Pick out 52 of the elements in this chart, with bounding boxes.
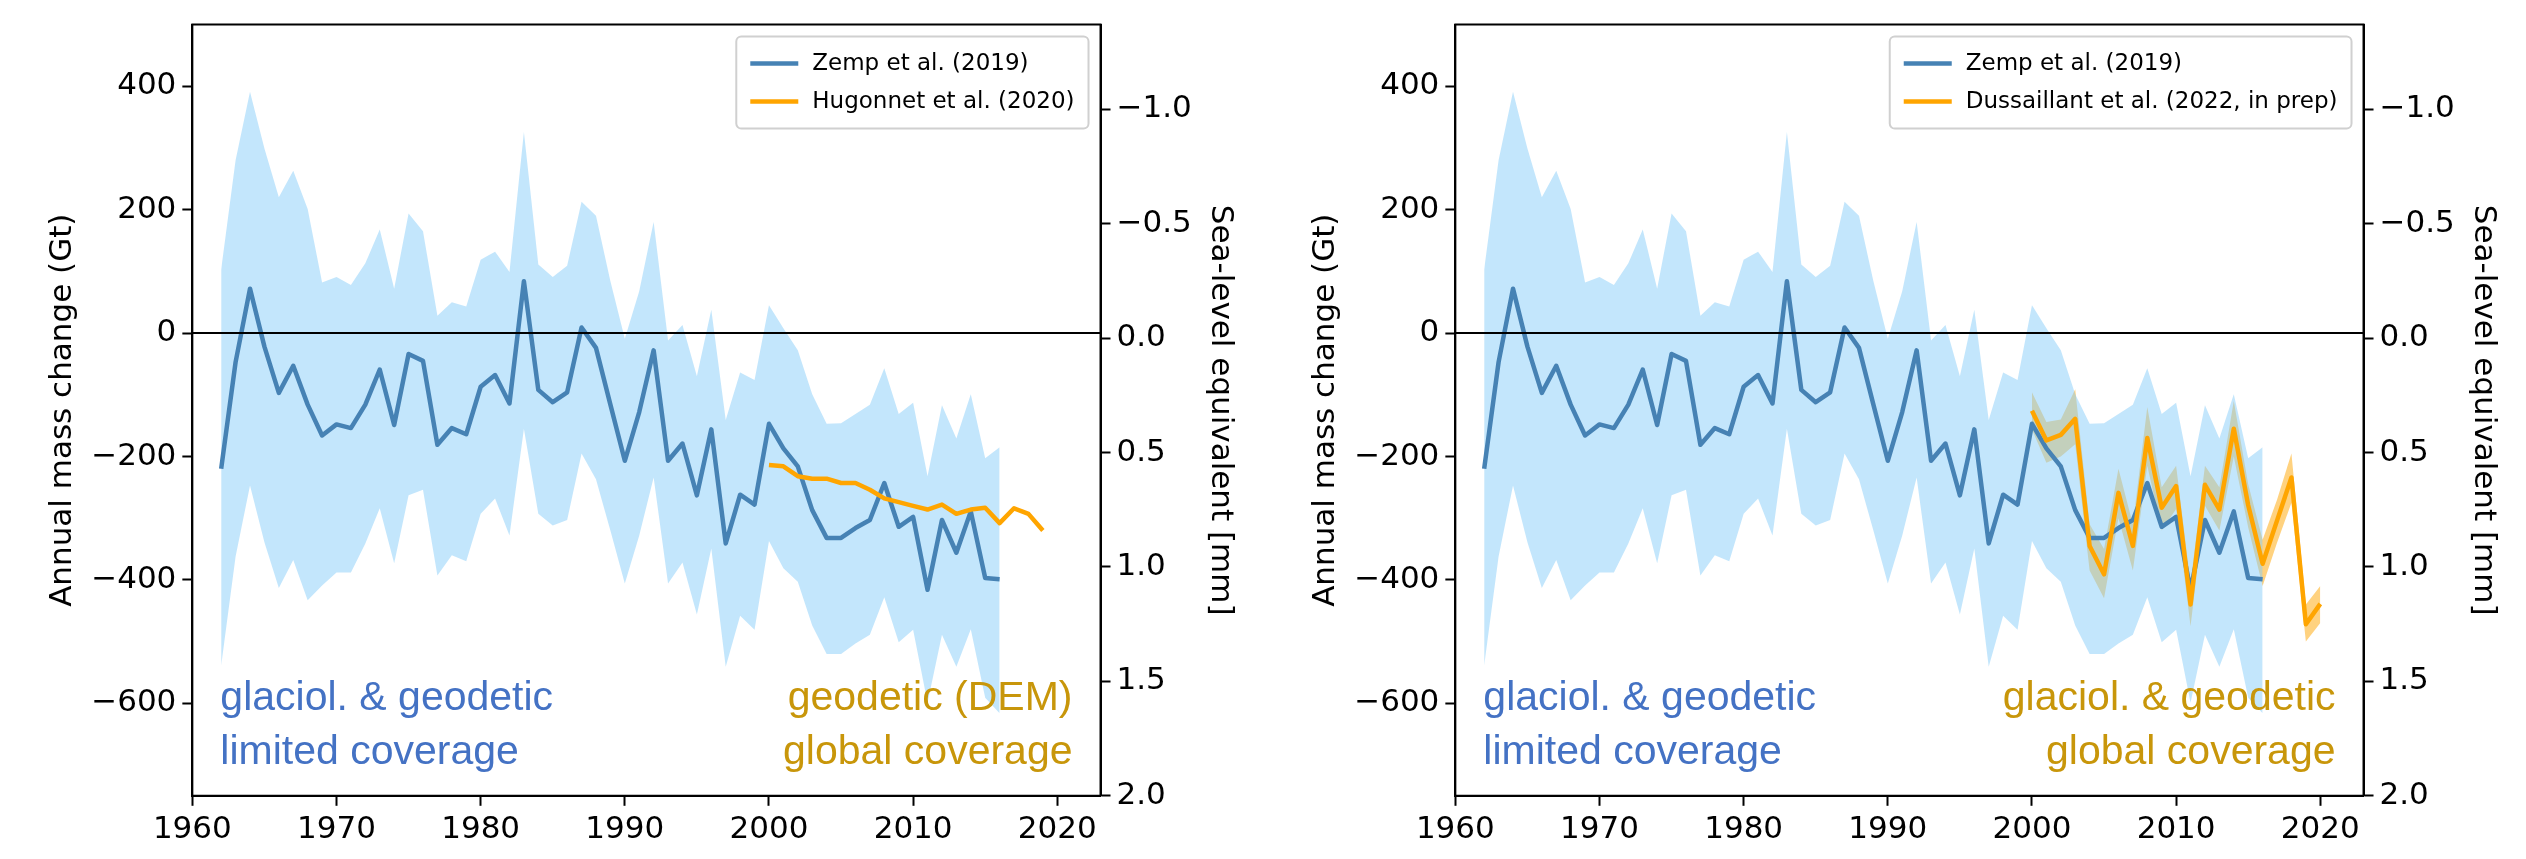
y-tick-label: −600 [91,682,177,719]
y2-tick-label: −0.5 [1116,202,1192,239]
annotation: geodetic (DEM) global coverage [783,672,1073,773]
x-tick-label: 2020 [2280,809,2360,846]
y-tick-label: 0 [156,312,177,349]
legend-label: Hugonnet et al. (2020) [812,86,1075,113]
y2-tick-label: 0.0 [1116,317,1166,354]
y2-tick-label: 2.0 [1116,774,1166,811]
x-tick-label: 1970 [1560,809,1639,846]
y2-tick-label: 0.5 [2379,431,2429,468]
legend-label: Dussaillant et al. (2022, in prep) [1965,86,2338,113]
annotation: glaciol. & geodetic limited coverage [220,672,554,773]
y-tick-label: −600 [1354,682,1440,719]
legend-label: Zemp et al. (2019) [812,48,1029,75]
x-tick-label: 2020 [1017,809,1097,846]
y-axis-title: Annual mass change (Gt) [41,213,78,607]
x-tick-label: 1990 [1848,809,1928,846]
y-tick-label: 400 [117,65,177,102]
y2-tick-label: 0.0 [2379,317,2429,354]
y-tick-label: 200 [1380,188,1440,225]
x-tick-label: 2000 [729,809,809,846]
y-tick-label: −400 [1354,558,1440,595]
y2-axis-title: Sea-level equivalent [mm] [2468,204,2505,616]
x-tick-label: 2000 [1992,809,2072,846]
y-axis-title: Annual mass change (Gt) [1304,213,1341,607]
y2-tick-label: 0.5 [1116,431,1166,468]
x-tick-label: 2010 [873,809,953,846]
y-tick-label: −200 [1354,435,1440,472]
x-tick-label: 1960 [152,809,232,846]
x-tick-label: 1980 [441,809,521,846]
y2-tick-label: −1.0 [2379,88,2455,125]
y2-tick-label: 1.0 [1116,546,1166,582]
y2-axis-title: Sea-level equivalent [mm] [1205,204,1242,616]
y2-tick-label: −1.0 [1116,88,1192,125]
y-tick-label: −400 [91,558,177,595]
y-tick-label: 400 [1380,65,1440,102]
legend-label: Zemp et al. (2019) [1965,48,2183,75]
y-tick-label: 0 [1419,312,1440,349]
annotation: glaciol. & geodetic global coverage [2002,672,2336,773]
x-tick-label: 2010 [2136,809,2216,846]
y-tick-label: −200 [91,435,177,472]
y2-tick-label: 1.5 [2379,660,2429,697]
y-tick-label: 200 [117,188,177,225]
y2-tick-label: 1.5 [1116,660,1166,697]
y2-tick-label: 2.0 [2379,774,2429,811]
y2-tick-label: −0.5 [2379,202,2455,239]
annotation: glaciol. & geodetic limited coverage [1483,672,1817,773]
y2-tick-label: 1.0 [2379,546,2429,582]
x-tick-label: 1960 [1415,809,1495,846]
x-tick-label: 1970 [297,809,376,846]
x-tick-label: 1990 [585,809,665,846]
x-tick-label: 1980 [1704,809,1784,846]
